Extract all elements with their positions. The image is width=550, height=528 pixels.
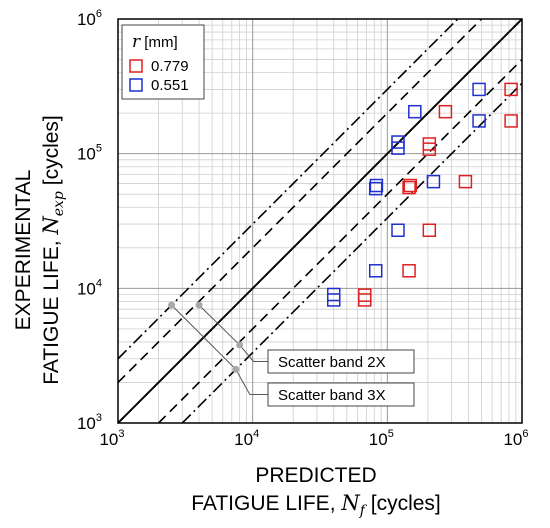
data-point-series-2 bbox=[326, 287, 341, 302]
annotation-label-3x: Scatter band 3X bbox=[278, 387, 386, 404]
y-axis-symbol: N bbox=[39, 216, 63, 236]
annotation-pointer-line bbox=[171, 304, 268, 395]
x-axis-subscript: f bbox=[359, 503, 368, 519]
x-tick-label: 103 bbox=[99, 428, 124, 449]
annotation-label-2x: Scatter band 2X bbox=[278, 354, 386, 371]
y-tick-label: 105 bbox=[77, 143, 102, 164]
legend-title: r [mm] bbox=[132, 32, 178, 52]
data-point-series-2 bbox=[369, 178, 384, 193]
data-point-series-2 bbox=[391, 135, 405, 149]
data-point-series-1 bbox=[438, 104, 453, 119]
y-tick-label: 103 bbox=[77, 412, 102, 433]
data-point-series-2 bbox=[368, 181, 383, 196]
annotation-box-2x bbox=[267, 349, 415, 374]
annotation-pointers bbox=[168, 301, 268, 395]
legend-box bbox=[121, 24, 205, 100]
data-points bbox=[326, 82, 518, 307]
y-tick-label: 106 bbox=[77, 8, 102, 29]
data-point-series-2 bbox=[426, 174, 441, 189]
annotation-pointer-dot bbox=[236, 341, 244, 349]
data-point-series-1 bbox=[402, 180, 416, 195]
legend-marker-series-2 bbox=[129, 78, 143, 92]
data-point-series-1 bbox=[403, 178, 418, 193]
data-point-series-1 bbox=[422, 137, 437, 151]
x-tick-label: 105 bbox=[369, 428, 394, 449]
reference-line-solid bbox=[117, 18, 523, 424]
legend-title-symbol: r bbox=[132, 32, 141, 52]
data-point-series-1 bbox=[422, 223, 437, 237]
legend-label-series-1: 0.779 bbox=[151, 58, 189, 75]
reference-line-dash-dot bbox=[117, 18, 459, 360]
annotation-box-3x bbox=[267, 382, 415, 407]
data-point-series-1 bbox=[504, 82, 518, 97]
plot-frame bbox=[117, 18, 523, 424]
x-axis-title-line1: PREDICTED bbox=[255, 464, 376, 487]
legend-marker-series-1 bbox=[129, 59, 143, 73]
data-point-series-2 bbox=[368, 264, 383, 278]
y-axis-subscript: exp bbox=[51, 191, 67, 216]
annotation-boxes: Scatter band 2X Scatter band 3X bbox=[267, 349, 415, 407]
legend: r [mm] 0.779 0.551 bbox=[121, 24, 205, 100]
legend-label-series-2: 0.551 bbox=[151, 77, 189, 94]
data-point-series-2 bbox=[408, 104, 422, 119]
legend-title-unit: [mm] bbox=[140, 34, 178, 51]
scatter-band-lines bbox=[117, 18, 523, 424]
annotation-pointer-line bbox=[198, 304, 268, 362]
annotation-pointer-dot bbox=[168, 301, 176, 309]
annotation-pointer-dot bbox=[232, 365, 240, 373]
x-axis-title-prefix: FATIGUE LIFE, bbox=[191, 492, 341, 515]
y-axis-title-line1: EXPERIMENTAL bbox=[12, 170, 35, 331]
data-point-series-1 bbox=[458, 174, 473, 189]
data-point-series-2 bbox=[391, 223, 405, 237]
y-axis-unit: [cycles] bbox=[40, 115, 63, 191]
x-axis-title-line2: FATIGUE LIFE, Nf [cycles] bbox=[191, 491, 441, 519]
data-point-series-2 bbox=[472, 114, 486, 128]
reference-line-dashed bbox=[117, 18, 483, 384]
reference-line-dash-dot bbox=[181, 82, 523, 424]
x-tick-label: 106 bbox=[503, 428, 528, 449]
x-tick-label: 104 bbox=[234, 428, 259, 449]
y-tick-label: 104 bbox=[77, 277, 102, 298]
data-point-series-1 bbox=[402, 264, 416, 278]
x-axis-unit: [cycles] bbox=[365, 492, 441, 515]
x-axis-symbol: N bbox=[340, 491, 360, 515]
data-point-series-2 bbox=[472, 82, 486, 97]
y-axis-title-prefix: FATIGUE LIFE, bbox=[40, 235, 63, 385]
reference-line-dashed bbox=[157, 58, 523, 424]
data-point-series-1 bbox=[358, 293, 372, 307]
data-point-series-1 bbox=[358, 288, 372, 302]
annotation-pointer-dot bbox=[195, 301, 203, 309]
data-point-series-1 bbox=[504, 114, 518, 128]
y-axis-title-line2: FATIGUE LIFE, Nexp [cycles] bbox=[39, 115, 67, 385]
